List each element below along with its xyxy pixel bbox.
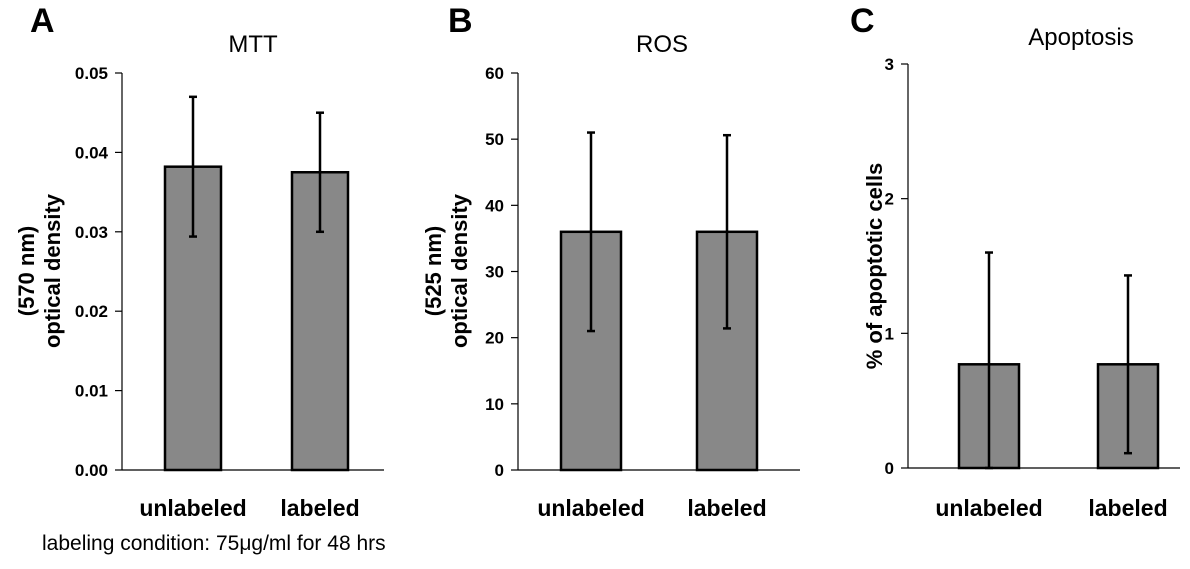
panel-b-y-tick-label: 60: [485, 64, 504, 83]
panel-b-ylabel-line: optical density: [447, 193, 472, 348]
panel-b-category-label: unlabeled: [537, 495, 644, 521]
panel-c-category-label: labeled: [1088, 495, 1167, 521]
panel-c-y-tick-label: 1: [885, 324, 894, 343]
panel-a-title: MTT: [228, 31, 278, 58]
panel-a-y-tick-label: 0.00: [75, 461, 108, 480]
panel-a-y-tick-label: 0.01: [75, 382, 108, 401]
panel-c-ylabel-line: % of apoptotic cells: [862, 163, 887, 370]
panel-a-ylabel: (570 nm)optical density: [14, 193, 65, 348]
panel-c-y-tick-label: 2: [885, 190, 894, 209]
panel-b-y-tick-label: 50: [485, 130, 504, 149]
panel-b-y-tick-label: 20: [485, 329, 504, 348]
panel-b-ylabel-line: (525 nm): [421, 226, 446, 316]
panel-c-letter: C: [850, 2, 875, 40]
panel-b-y-tick-label: 0: [495, 461, 504, 480]
panel-a-y-tick-label: 0.05: [75, 64, 108, 83]
panel-b-y-tick-label: 40: [485, 196, 504, 215]
panel-a-y-tick-label: 0.04: [75, 143, 109, 162]
panel-a-y-tick-label: 0.03: [75, 223, 108, 242]
panel-a-category-label: labeled: [280, 495, 359, 521]
panel-a-y-tick-label: 0.02: [75, 302, 108, 321]
panel-c-title: Apoptosis: [1028, 24, 1133, 51]
panel-a-letter: A: [30, 2, 55, 40]
panel-c-ylabel: % of apoptotic cells: [862, 163, 887, 370]
panel-c-category-label: unlabeled: [935, 495, 1042, 521]
labeling-condition-caption: labeling condition: 75μg/ml for 48 hrs: [42, 532, 386, 555]
panel-a-category-label: unlabeled: [139, 495, 246, 521]
panel-a-ylabel-line: optical density: [40, 193, 65, 348]
panel-b-y-tick-label: 30: [485, 263, 504, 282]
panel-b-category-label: labeled: [687, 495, 766, 521]
panel-b-ylabel: (525 nm)optical density: [421, 193, 472, 348]
panel-a-ylabel-line: (570 nm): [14, 226, 39, 316]
panel-c-y-tick-label: 0: [885, 459, 894, 478]
panel-b-letter: B: [448, 2, 473, 40]
panel-c-y-tick-label: 3: [885, 55, 894, 74]
panel-b-y-tick-label: 10: [485, 395, 504, 414]
panel-b-title: ROS: [636, 31, 688, 58]
